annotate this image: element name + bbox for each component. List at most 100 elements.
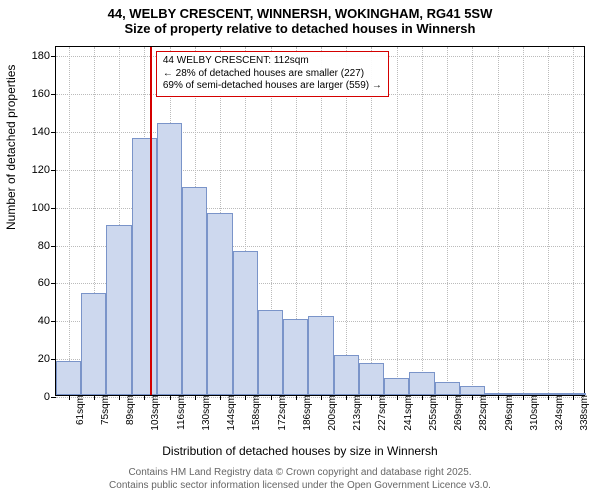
xtick-label: 310sqm xyxy=(527,395,540,431)
xtick-mark xyxy=(573,395,574,400)
histogram-bar xyxy=(283,319,308,395)
histogram-bar xyxy=(157,123,182,395)
histogram-bar xyxy=(233,251,258,395)
histogram-bar xyxy=(308,316,333,395)
chart-title: 44, WELBY CRESCENT, WINNERSH, WOKINGHAM,… xyxy=(0,0,600,36)
footnote-line1: Contains HM Land Registry data © Crown c… xyxy=(0,466,600,479)
histogram-bar xyxy=(435,382,460,395)
xtick-label: 130sqm xyxy=(199,395,212,431)
xtick-mark xyxy=(523,395,524,400)
footnote: Contains HM Land Registry data © Crown c… xyxy=(0,466,600,492)
ytick-label: 0 xyxy=(44,391,56,403)
xtick-mark xyxy=(119,395,120,400)
xtick-label: 282sqm xyxy=(476,395,489,431)
xtick-mark xyxy=(220,395,221,400)
xtick-mark xyxy=(245,395,246,400)
xtick-mark xyxy=(69,395,70,400)
gridline-v xyxy=(472,47,473,395)
gridline-v xyxy=(548,47,549,395)
histogram-bar xyxy=(334,355,359,395)
xtick-label: 338sqm xyxy=(577,395,590,431)
title-line1: 44, WELBY CRESCENT, WINNERSH, WOKINGHAM,… xyxy=(0,6,600,21)
gridline-v xyxy=(346,47,347,395)
histogram-bar xyxy=(359,363,384,395)
annotation-line: 69% of semi-detached houses are larger (… xyxy=(163,80,382,93)
xtick-mark xyxy=(371,395,372,400)
histogram-bar xyxy=(510,393,535,395)
annotation-header: 44 WELBY CRESCENT: 112sqm xyxy=(163,55,382,68)
gridline-v xyxy=(498,47,499,395)
xtick-mark xyxy=(447,395,448,400)
xtick-label: 103sqm xyxy=(148,395,161,431)
xtick-label: 116sqm xyxy=(174,395,187,430)
histogram-bar xyxy=(384,378,409,395)
histogram-bar xyxy=(182,187,207,395)
histogram-bar xyxy=(207,213,232,395)
ytick-label: 180 xyxy=(32,50,56,62)
ytick-label: 120 xyxy=(32,164,56,176)
xtick-mark xyxy=(170,395,171,400)
chart-container: 44, WELBY CRESCENT, WINNERSH, WOKINGHAM,… xyxy=(0,0,600,500)
gridline-v xyxy=(69,47,70,395)
xtick-mark xyxy=(498,395,499,400)
xtick-label: 144sqm xyxy=(224,395,237,431)
xtick-mark xyxy=(271,395,272,400)
xtick-label: 241sqm xyxy=(401,395,414,431)
xtick-label: 75sqm xyxy=(98,395,111,425)
ytick-label: 100 xyxy=(32,202,56,214)
xtick-label: 324sqm xyxy=(552,395,565,431)
x-axis-label: Distribution of detached houses by size … xyxy=(0,444,600,458)
histogram-bar xyxy=(485,393,510,395)
xtick-label: 213sqm xyxy=(350,395,363,431)
xtick-label: 296sqm xyxy=(502,395,515,431)
xtick-label: 227sqm xyxy=(375,395,388,431)
xtick-mark xyxy=(144,395,145,400)
xtick-mark xyxy=(321,395,322,400)
xtick-label: 89sqm xyxy=(123,395,136,425)
histogram-bar xyxy=(536,393,561,395)
xtick-mark xyxy=(195,395,196,400)
histogram-bar xyxy=(81,293,106,395)
histogram-bar xyxy=(409,372,434,395)
gridline-v xyxy=(447,47,448,395)
gridline-v xyxy=(422,47,423,395)
xtick-mark xyxy=(397,395,398,400)
xtick-label: 158sqm xyxy=(249,395,262,431)
annotation-line: ← 28% of detached houses are smaller (22… xyxy=(163,68,382,81)
xtick-label: 61sqm xyxy=(73,395,86,425)
ytick-label: 40 xyxy=(38,315,56,327)
gridline-v xyxy=(371,47,372,395)
histogram-bar xyxy=(56,361,81,395)
annotation-box: 44 WELBY CRESCENT: 112sqm← 28% of detach… xyxy=(156,51,389,97)
xtick-label: 200sqm xyxy=(325,395,338,431)
ytick-label: 20 xyxy=(38,353,56,365)
xtick-mark xyxy=(296,395,297,400)
title-line2: Size of property relative to detached ho… xyxy=(0,21,600,36)
ytick-label: 60 xyxy=(38,277,56,289)
ytick-label: 140 xyxy=(32,126,56,138)
xtick-mark xyxy=(346,395,347,400)
gridline-v xyxy=(573,47,574,395)
histogram-bar xyxy=(561,393,586,395)
gridline-v xyxy=(523,47,524,395)
gridline-v xyxy=(397,47,398,395)
ytick-label: 160 xyxy=(32,88,56,100)
xtick-label: 172sqm xyxy=(275,395,288,431)
xtick-label: 269sqm xyxy=(451,395,464,431)
footnote-line2: Contains public sector information licen… xyxy=(0,479,600,492)
xtick-mark xyxy=(422,395,423,400)
reference-line xyxy=(150,47,152,395)
histogram-bar xyxy=(460,386,485,395)
plot-area: 02040608010012014016018061sqm75sqm89sqm1… xyxy=(55,46,585,396)
histogram-bar xyxy=(106,225,131,395)
histogram-bar xyxy=(258,310,283,395)
xtick-mark xyxy=(472,395,473,400)
gridline-h xyxy=(56,132,584,133)
xtick-mark xyxy=(548,395,549,400)
y-axis-label: Number of detached properties xyxy=(4,65,18,230)
xtick-label: 186sqm xyxy=(300,395,313,431)
xtick-label: 255sqm xyxy=(426,395,439,431)
histogram-bar xyxy=(132,138,157,395)
ytick-label: 80 xyxy=(38,240,56,252)
xtick-mark xyxy=(94,395,95,400)
